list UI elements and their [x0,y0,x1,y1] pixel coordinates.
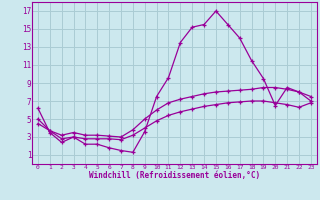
X-axis label: Windchill (Refroidissement éolien,°C): Windchill (Refroidissement éolien,°C) [89,171,260,180]
